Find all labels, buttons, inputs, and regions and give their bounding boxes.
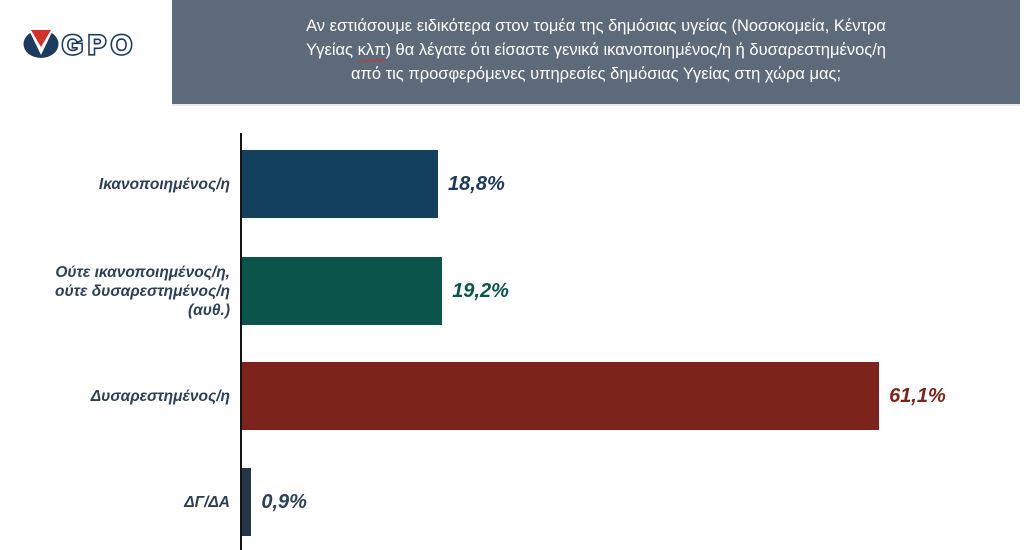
value-label: 0,9%	[261, 490, 307, 513]
gpo-logo: GPO	[22, 24, 152, 69]
value-label: 61,1%	[889, 384, 946, 407]
category-label: Ικανοποιημένος/η	[98, 175, 230, 193]
question-line-2: Υγείας κλπ) θα λέγατε ότι είσαστε γενικά…	[306, 41, 886, 59]
bar-area: 0,9%	[242, 468, 1024, 536]
value-label: 19,2%	[452, 279, 509, 302]
bar	[242, 150, 439, 218]
category-label: ΔΓ/ΔΑ	[184, 493, 230, 511]
bar-area: 61,1%	[242, 362, 1024, 430]
chart-row-dysarestimenos: Δυσαρεστημένος/η 61,1%	[0, 362, 1024, 430]
y-axis-line	[240, 133, 242, 550]
spellchecked-word: κλπ	[357, 41, 386, 59]
value-label: 18,8%	[448, 172, 505, 195]
chart-row-dg-da: ΔΓ/ΔΑ 0,9%	[0, 468, 1024, 536]
chart-row-ikanopoiimenos: Ικανοποιημένος/η 18,8%	[0, 150, 1024, 218]
bar	[242, 257, 443, 325]
bar-area: 19,2%	[242, 257, 1024, 325]
category-label: Ούτε ικανοποιημένος/η, ούτε δυσαρεστημέν…	[55, 263, 230, 319]
bar	[242, 362, 880, 430]
bar	[242, 468, 252, 536]
gpo-logo-icon: GPO	[23, 28, 137, 62]
question-line-1: Αν εστιάσουμε ειδικότερα στον τομέα της …	[306, 17, 886, 35]
category-label: Δυσαρεστημένος/η	[90, 387, 230, 405]
question-line-3: από τις προσφερόμενες υπηρεσίες δημόσιας…	[350, 65, 842, 83]
bar-area: 18,8%	[242, 150, 1024, 218]
logo-text: GPO	[62, 30, 137, 60]
question-box: Αν εστιάσουμε ειδικότερα στον τομέα της …	[172, 0, 1020, 106]
chart-row-oute-oute: Ούτε ικανοποιημένος/η, ούτε δυσαρεστημέν…	[0, 257, 1024, 325]
bar-chart: Ικανοποιημένος/η 18,8% Ούτε ικανοποιημέν…	[0, 133, 1024, 550]
